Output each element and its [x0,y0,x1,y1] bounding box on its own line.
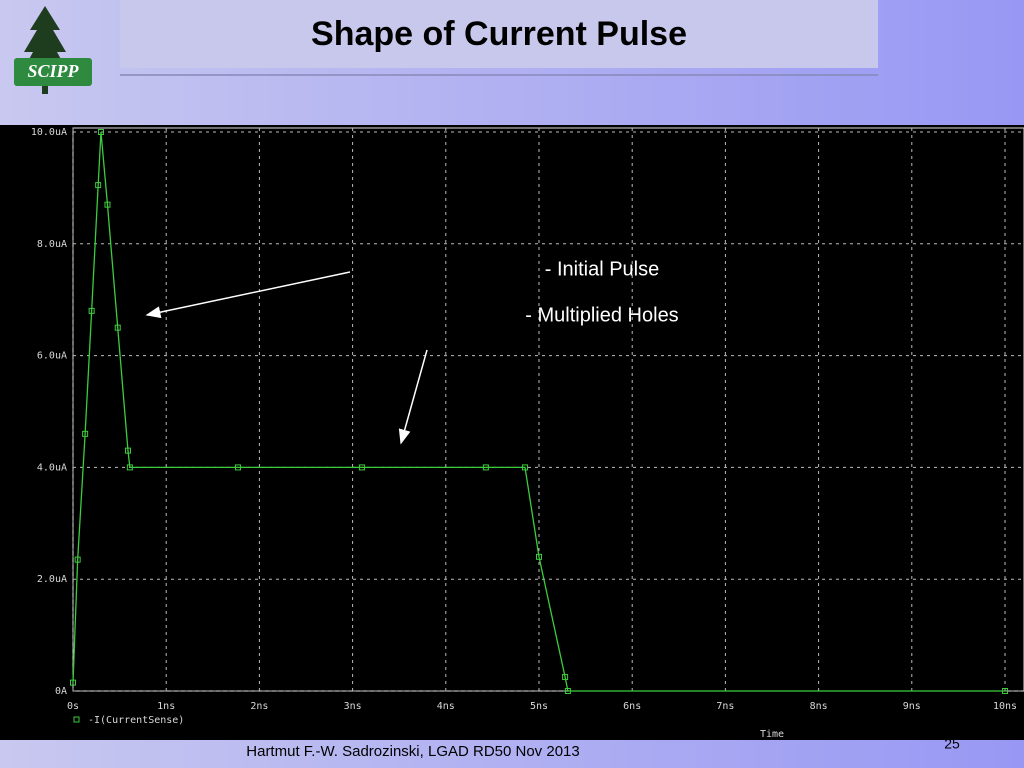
data-marker [234,464,241,471]
data-marker [74,556,81,563]
y-tick-label: 10.0uA [31,127,67,138]
x-tick-label: 8ns [810,701,828,712]
y-tick-label: 6.0uA [37,351,67,362]
legend-marker [73,716,80,723]
x-tick-label: 0s [67,701,79,712]
annotation: - Multiplied Holes [525,304,678,326]
data-marker [562,674,569,681]
x-tick-label: 5ns [530,701,548,712]
logo-text: SCIPP [27,61,79,81]
plot: 0A 2.0uA 4.0uA 6.0uA 8.0uA 10.0uA 0s 1ns 2ns 3ns 4… [31,127,1024,740]
arrow [398,349,428,445]
arrow [145,271,351,319]
x-tick-label: 1ns [157,701,175,712]
x-tick-label: 10ns [993,701,1017,712]
x-tick-label: 4ns [437,701,455,712]
x-axis-title: Time [760,729,784,740]
data-marker [482,464,489,471]
footer: Hartmut F.-W. Sadrozinski, LGAD RD50 Nov… [246,743,579,760]
data-marker [70,679,76,686]
y-tick-label: 8.0uA [37,239,67,250]
slide-title: Shape of Current Pulse [311,15,687,53]
data-marker [358,464,365,471]
data-marker [95,182,102,189]
data-marker [97,129,104,135]
data-marker [126,464,133,471]
x-tick-label: 9ns [903,701,921,712]
data-marker [104,201,111,208]
data-marker [522,464,529,471]
plot-background [0,125,1024,740]
title-box [120,0,878,68]
x-tick-label: 3ns [344,701,362,712]
y-tick-label: 2.0uA [37,574,67,585]
data-marker [124,447,131,454]
data-marker [564,688,571,694]
data-marker [114,324,121,331]
legend-label: -I(CurrentSense) [88,715,184,726]
x-tick-label: 6ns [623,701,641,712]
y-tick-label: 4.0uA [37,462,67,473]
annotation: - Initial Pulse [545,258,660,280]
data-line [72,131,1005,692]
data-marker [536,553,542,560]
logo: SCIPP [14,6,92,94]
x-tick-label: 7ns [716,701,734,712]
data-marker [82,430,89,437]
y-tick-label: 0A [55,686,67,697]
x-tick-label: 2ns [250,701,268,712]
data-marker [1002,688,1008,694]
page-number: 25 [944,736,960,752]
data-marker [88,307,95,314]
